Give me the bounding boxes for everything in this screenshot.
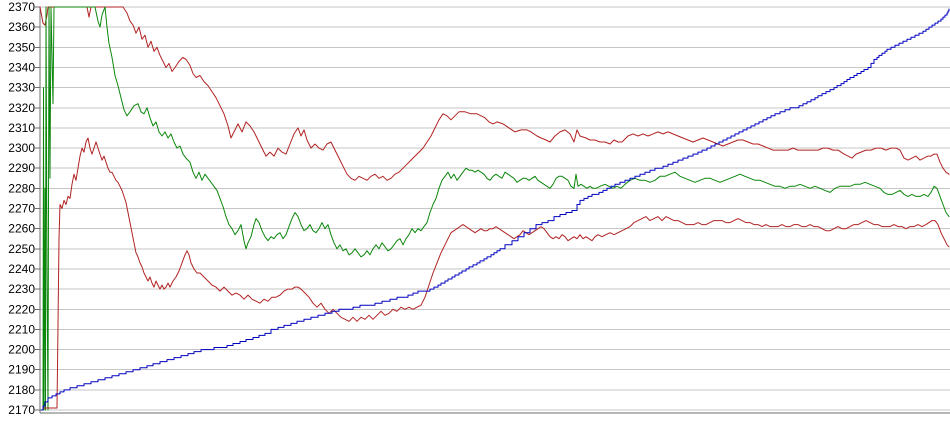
y-axis-label: 2290 xyxy=(8,161,35,175)
y-axis-label: 2340 xyxy=(8,60,35,74)
y-axis-label: 2210 xyxy=(8,322,35,336)
y-axis-label: 2310 xyxy=(8,121,35,135)
cumulative-blue-line xyxy=(40,8,950,411)
y-axis-label: 2250 xyxy=(8,242,35,256)
y-axis-label: 2330 xyxy=(8,81,35,95)
y-axis-label: 2260 xyxy=(8,222,35,236)
y-axis-label: 2270 xyxy=(8,202,35,216)
y-axis-label: 2280 xyxy=(8,181,35,195)
upper-band-red-line xyxy=(39,6,950,181)
y-axis-label: 2220 xyxy=(8,302,35,316)
y-axis-label: 2190 xyxy=(8,363,35,377)
y-axis-label: 2170 xyxy=(8,403,35,417)
y-axis-label: 2350 xyxy=(8,40,35,54)
y-axis-label: 2370 xyxy=(8,0,35,14)
middle-green-line xyxy=(42,6,950,411)
y-axis-label: 2230 xyxy=(8,282,35,296)
y-axis-label: 2320 xyxy=(8,101,35,115)
lower-band-red-line xyxy=(43,137,950,409)
y-axis-label: 2300 xyxy=(8,141,35,155)
y-axis-label: 2240 xyxy=(8,262,35,276)
y-axis-label: 2200 xyxy=(8,343,35,357)
y-axis-label: 2180 xyxy=(8,383,35,397)
y-axis-label: 2360 xyxy=(8,20,35,34)
